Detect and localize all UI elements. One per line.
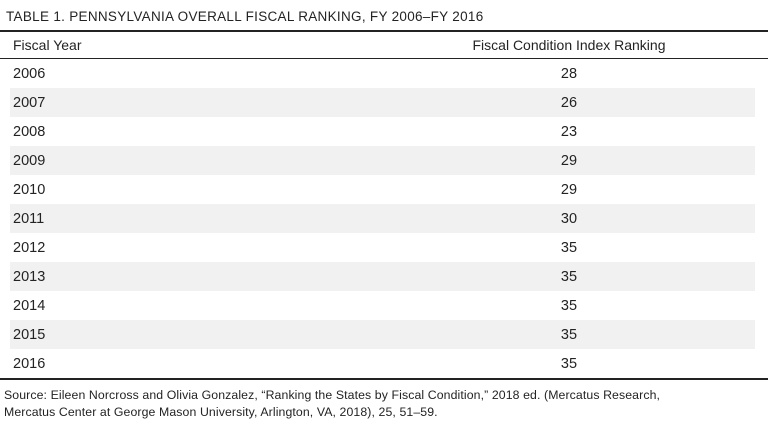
ranking-cell: 29 (560, 181, 578, 198)
fiscal-year-cell: 2015 (13, 326, 46, 343)
ranking-cell: 35 (560, 297, 578, 314)
table-body: 2006 28 2007 26 2008 23 2009 29 2010 29 2011 30 2012… (0, 59, 768, 378)
table-row: 2013 35 (10, 262, 755, 291)
ranking-cell: 28 (560, 65, 578, 82)
fiscal-year-cell: 2009 (13, 152, 46, 169)
table-row: 2007 26 (10, 88, 755, 117)
fiscal-year-cell: 2011 (13, 210, 45, 227)
fiscal-year-cell: 2010 (13, 181, 46, 198)
table-header: Fiscal Year Fiscal Condition Index Ranki… (0, 32, 768, 59)
table-row: 2010 29 (10, 175, 755, 204)
ranking-cell: 26 (560, 94, 578, 111)
column-header-fiscal-year: Fiscal Year (13, 37, 82, 53)
ranking-cell: 35 (560, 355, 578, 372)
bottom-rule (0, 378, 768, 380)
fiscal-year-cell: 2012 (13, 239, 46, 256)
fiscal-year-cell: 2006 (13, 65, 46, 82)
table-row: 2012 35 (10, 233, 755, 262)
ranking-cell: 35 (560, 326, 578, 343)
ranking-cell: 30 (560, 210, 578, 227)
source-note-line2: Mercatus Center at George Mason Universi… (4, 405, 438, 419)
column-header-ranking: Fiscal Condition Index Ranking (472, 37, 666, 53)
table-row: 2011 30 (10, 204, 755, 233)
fiscal-year-cell: 2014 (13, 297, 46, 314)
source-note: Source: Eileen Norcross and Olivia Gonza… (0, 380, 768, 421)
table-row: 2016 35 (10, 349, 755, 378)
table-row: 2009 29 (10, 146, 755, 175)
header-row: Fiscal Year Fiscal Condition Index Ranki… (10, 32, 755, 58)
table-row: 2015 35 (10, 320, 755, 349)
ranking-cell: 23 (560, 123, 578, 140)
fiscal-year-cell: 2013 (13, 268, 46, 285)
ranking-cell: 35 (560, 268, 578, 285)
fiscal-year-cell: 2008 (13, 123, 46, 140)
table-row: 2006 28 (10, 59, 755, 88)
fiscal-year-cell: 2016 (13, 355, 46, 372)
source-note-line1: Source: Eileen Norcross and Olivia Gonza… (4, 388, 661, 402)
table-row: 2008 23 (10, 117, 755, 146)
table-row: 2014 35 (10, 291, 755, 320)
fiscal-year-cell: 2007 (13, 94, 46, 111)
ranking-cell: 35 (560, 239, 578, 256)
table-title: TABLE 1. PENNSYLVANIA OVERALL FISCAL RAN… (0, 0, 768, 32)
ranking-cell: 29 (560, 152, 578, 169)
